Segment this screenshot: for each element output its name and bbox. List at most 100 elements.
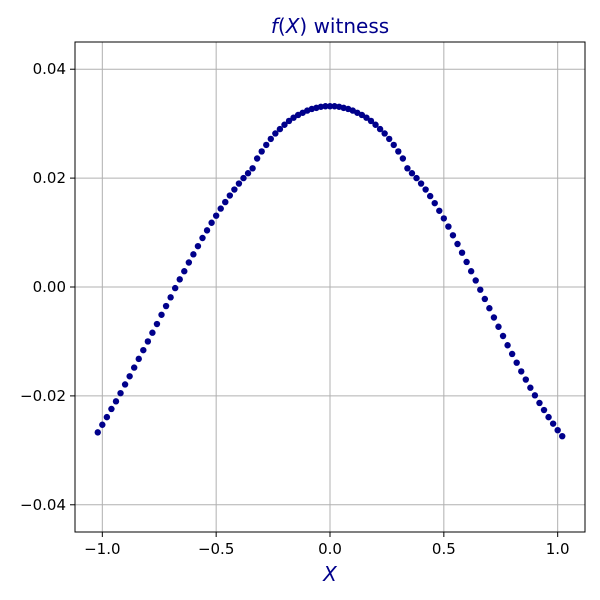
data-point [322, 103, 329, 110]
data-point [285, 117, 293, 125]
data-point [458, 249, 466, 256]
data-point [545, 413, 552, 421]
data-point [258, 148, 265, 155]
data-point [363, 114, 370, 121]
x-axis-label: X [322, 562, 338, 586]
data-point [417, 180, 425, 187]
data-point [399, 155, 407, 162]
data-point [117, 389, 124, 397]
data-point [181, 268, 188, 275]
data-point [140, 346, 147, 354]
data-point [495, 323, 502, 330]
data-point [112, 398, 120, 405]
data-point [408, 170, 416, 177]
data-point [208, 219, 215, 226]
data-point [531, 392, 539, 399]
data-point [522, 376, 530, 383]
data-point [381, 130, 388, 137]
data-point [130, 364, 138, 371]
data-point [413, 174, 420, 182]
data-point [135, 355, 142, 363]
data-point [144, 338, 152, 345]
data-point [481, 295, 489, 303]
data-point [103, 413, 111, 421]
data-point [454, 240, 461, 248]
data-point [222, 198, 229, 206]
scatter-points [94, 103, 566, 440]
data-point [422, 186, 429, 193]
data-point [235, 180, 243, 187]
data-point [445, 223, 452, 230]
data-point [263, 141, 270, 149]
data-point [559, 432, 566, 440]
data-point [499, 332, 507, 340]
data-point [244, 170, 252, 177]
data-point [554, 426, 561, 434]
data-point [199, 234, 206, 242]
data-point [267, 135, 275, 143]
grid [75, 42, 585, 532]
data-point [431, 199, 438, 207]
data-point [240, 174, 247, 182]
data-point [472, 277, 479, 284]
y-tick-label: 0.00 [33, 278, 66, 296]
data-point [395, 148, 402, 155]
data-point [226, 192, 234, 199]
data-point [326, 103, 334, 110]
data-point [171, 284, 179, 292]
x-tick-label: 0.5 [432, 540, 456, 558]
data-point [176, 276, 183, 283]
data-point [272, 130, 279, 137]
data-point [94, 429, 101, 436]
data-point [253, 155, 261, 162]
data-point [153, 320, 161, 328]
data-point [162, 302, 170, 310]
data-point [212, 212, 220, 219]
data-point [367, 117, 375, 125]
title-rest: witness [307, 14, 389, 38]
data-point [490, 314, 498, 321]
data-point [167, 294, 174, 301]
title-close: ) [299, 14, 307, 38]
data-point [217, 205, 224, 212]
data-point [549, 420, 557, 427]
title-var: X [285, 14, 301, 38]
x-tick-label: −1.0 [84, 540, 120, 558]
data-point [477, 286, 484, 293]
y-tick-label: 0.02 [33, 169, 66, 187]
data-point [404, 165, 411, 172]
data-point [249, 165, 256, 172]
data-point [385, 135, 393, 143]
x-tick-label: 1.0 [546, 540, 570, 558]
data-point [536, 399, 543, 407]
title-func: f [271, 14, 281, 38]
data-point [376, 125, 384, 133]
data-point [504, 342, 511, 349]
data-point [194, 242, 202, 250]
data-point [190, 251, 197, 258]
y-tick-label: 0.04 [33, 60, 66, 78]
x-axis: −1.0 −0.5 0.0 0.5 1.0 [84, 532, 570, 558]
data-point [121, 381, 129, 388]
data-point [449, 232, 457, 239]
data-point [463, 258, 470, 266]
data-point [436, 207, 443, 214]
data-point [185, 259, 193, 266]
data-point [231, 186, 238, 193]
data-point [440, 215, 448, 222]
data-point [281, 121, 288, 128]
data-point [508, 350, 516, 358]
data-point [372, 121, 379, 128]
data-point [467, 268, 475, 275]
data-point [126, 373, 133, 380]
chart-title: f(X) witness [271, 14, 389, 38]
data-point [518, 368, 525, 375]
y-tick-label: −0.04 [20, 496, 66, 514]
x-tick-label: 0.0 [318, 540, 342, 558]
x-tick-label: −0.5 [198, 540, 234, 558]
data-point [513, 359, 520, 366]
data-point [276, 125, 284, 133]
y-axis: −0.04 −0.02 0.00 0.02 0.04 [20, 60, 75, 514]
data-point [149, 329, 156, 336]
